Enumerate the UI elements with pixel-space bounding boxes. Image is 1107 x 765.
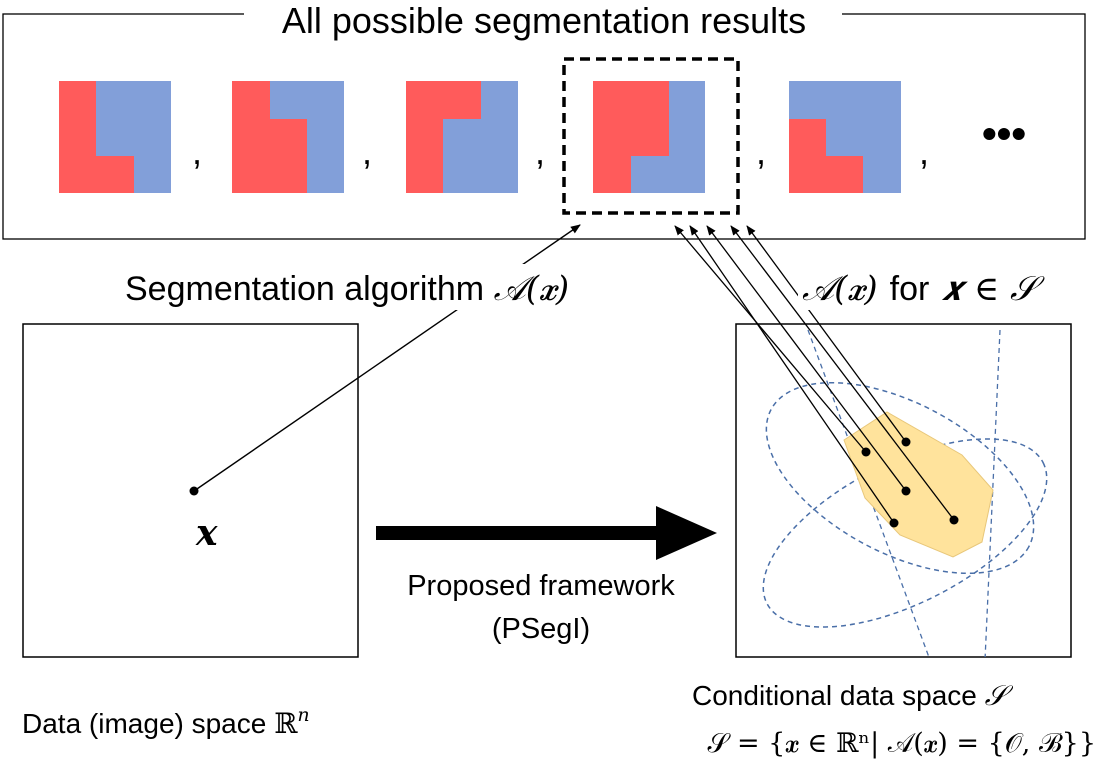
data-point (189, 486, 199, 496)
conditional-label-math-b: 𝒙 ∈ 𝒮 (941, 269, 1045, 309)
separator-3: , (535, 131, 545, 172)
framework-label-line1: Proposed framework (407, 570, 675, 602)
segmentation-tile-1 (59, 81, 171, 193)
algorithm-label-backing (120, 264, 660, 310)
data-space-box (22, 323, 359, 658)
segmentation-tile-2 (232, 81, 344, 193)
selected-result-box (562, 57, 740, 215)
conditional-space-caption-math: 𝒮 (985, 679, 1014, 712)
results-panel-title: All possible segmentation results (282, 0, 806, 41)
conditional-space-definition: 𝒮 = {𝒙 ∈ ℝⁿ| 𝒜(𝒙) = {𝒪, ℬ}} (708, 728, 1097, 759)
sample-arrow-3 (706, 225, 907, 492)
constraint-ellipse-1 (765, 381, 1035, 575)
conditional-label-math-a: 𝒜(𝒙) (802, 269, 878, 309)
separator-5: , (919, 131, 929, 172)
algorithm-label: Segmentation algorithm 𝒜(𝒙) (125, 269, 569, 309)
data-space-caption-text: Data (image) space (22, 708, 274, 739)
sample-arrow-4 (730, 225, 955, 521)
results-panel: All possible segmentation results , , , … (2, 0, 1086, 240)
segmentation-tile-4 (593, 81, 705, 193)
conditional-space-caption-text: Conditional data space (692, 680, 985, 711)
data-point-label: 𝒙 (195, 512, 218, 554)
sample-point-5 (901, 437, 911, 447)
algorithm-label-text: Segmentation algorithm (125, 270, 494, 308)
separator-4: , (756, 131, 766, 172)
separator-1: , (192, 131, 202, 172)
sample-arrow-2 (689, 225, 895, 524)
conditional-space-caption: Conditional data space 𝒮 (692, 679, 1014, 712)
algorithm-math: 𝒜(𝒙) (494, 269, 570, 309)
framework-arrow (376, 506, 717, 560)
segmentation-tile-3 (406, 81, 518, 193)
sample-arrow-5 (746, 225, 907, 443)
sample-point-4 (949, 515, 959, 525)
sample-point-1 (861, 447, 871, 457)
conditional-label-backing (798, 262, 1100, 310)
data-space-caption-math: ℝ (274, 707, 298, 740)
constraint-line-2 (984, 329, 1001, 657)
data-space-caption-sup: n (297, 704, 309, 726)
constraint-ellipse-2 (762, 438, 1048, 628)
sample-arrow-1 (674, 225, 867, 453)
conditional-label-for: for (890, 270, 930, 308)
data-space-caption: Data (image) space ℝn (22, 704, 310, 740)
results-title-backing (244, 0, 842, 30)
sample-point-2 (889, 518, 899, 528)
sample-point-3 (901, 486, 911, 496)
conditional-space (674, 225, 1072, 658)
framework-label-line2: (PSegI) (492, 613, 590, 645)
separator-2: , (362, 131, 372, 172)
segmentation-tile-5 (789, 81, 901, 193)
conditional-label: 𝒜(𝒙) for 𝒙 ∈ 𝒮 (802, 269, 1045, 309)
ellipsis: ••• (982, 110, 1026, 157)
